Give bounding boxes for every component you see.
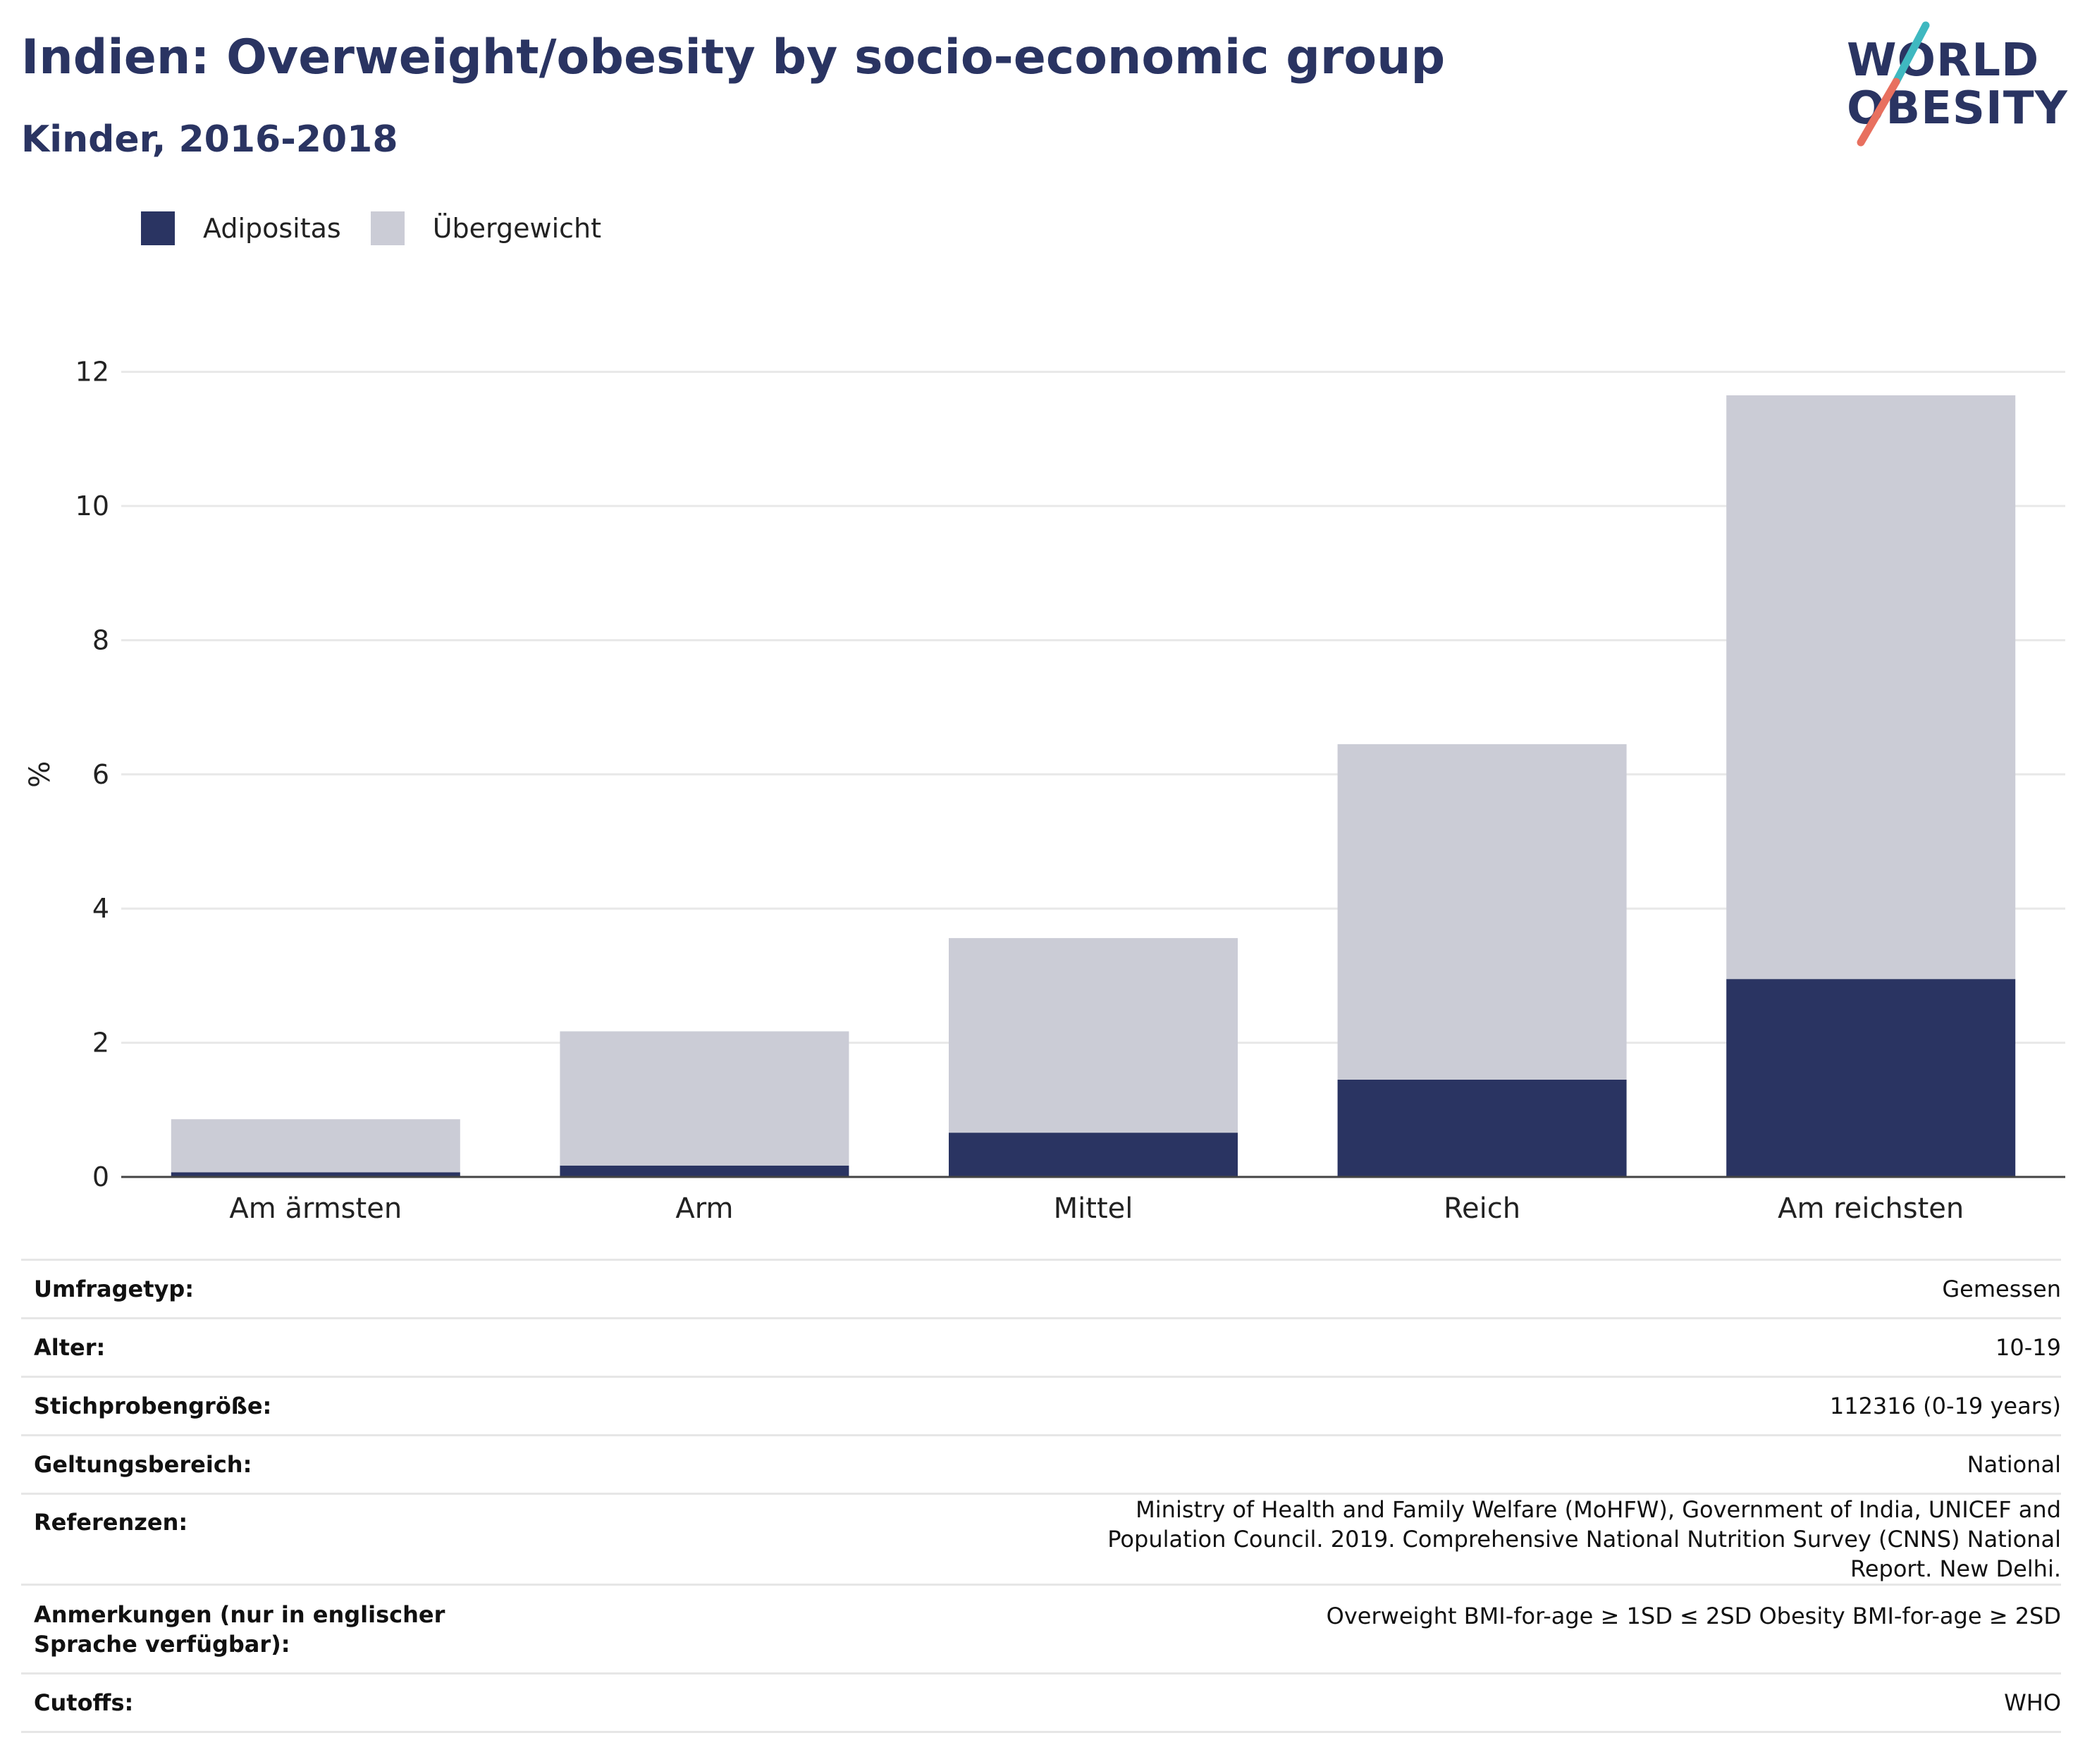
bar-overweight — [171, 1119, 460, 1173]
meta-row: Anmerkungen (nur in englischer Sprache v… — [21, 1584, 2061, 1674]
meta-row: Stichprobengröße: 112316 (0-19 years) — [21, 1376, 2061, 1436]
meta-label: Cutoffs: — [21, 1673, 541, 1733]
legend-swatch-overweight — [370, 211, 405, 245]
bar-overweight — [560, 1031, 849, 1166]
meta-value: Gemessen — [541, 1259, 2061, 1319]
chart-legend: Adipositas Übergewicht — [141, 209, 631, 248]
metadata-table: Umfragetyp: Gemessen Alter: 10-19 Stichp… — [21, 1259, 2061, 1733]
y-tick-label: 0 — [92, 1161, 109, 1192]
x-tick-label: Reich — [1444, 1192, 1520, 1225]
bar-overweight — [949, 938, 1238, 1133]
meta-row: Geltungsbereich: National — [21, 1435, 2061, 1495]
y-tick-label: 10 — [75, 491, 109, 522]
x-tick-label: Arm — [675, 1192, 733, 1225]
y-tick-label: 2 — [92, 1028, 109, 1059]
meta-label: Umfragetyp: — [21, 1259, 541, 1319]
bar-obesity — [1337, 1079, 1627, 1177]
meta-label: Stichprobengröße: — [21, 1376, 541, 1436]
bar-overweight — [1337, 744, 1627, 1080]
meta-value: National — [541, 1435, 2061, 1495]
meta-label: Alter: — [21, 1318, 541, 1378]
meta-label: Geltungsbereich: — [21, 1435, 541, 1495]
x-tick-label: Am ärmsten — [229, 1192, 402, 1225]
meta-value: 112316 (0-19 years) — [541, 1376, 2061, 1436]
x-tick-label: Am reichsten — [1778, 1192, 1964, 1225]
legend-item-overweight[interactable]: Übergewicht — [370, 211, 601, 245]
x-tick-label: Mittel — [1054, 1192, 1133, 1225]
meta-row: Referenzen: Ministry of Health and Famil… — [21, 1493, 2061, 1586]
meta-row: Cutoffs: WHO — [21, 1673, 2061, 1733]
y-tick-label: 8 — [92, 624, 109, 655]
meta-value: Overweight BMI-for-age ≥ 1SD ≤ 2SD Obesi… — [541, 1584, 2061, 1674]
meta-value: Ministry of Health and Family Welfare (M… — [541, 1493, 2061, 1586]
legend-swatch-obesity — [141, 211, 175, 245]
meta-value: 10-19 — [541, 1318, 2061, 1378]
meta-row: Alter: 10-19 — [21, 1318, 2061, 1378]
meta-label: Referenzen: — [21, 1493, 541, 1586]
y-axis-label: % — [24, 761, 56, 788]
meta-row: Umfragetyp: Gemessen — [21, 1259, 2061, 1319]
bar-obesity — [171, 1172, 460, 1177]
y-tick-label: 6 — [92, 759, 109, 790]
meta-label: Anmerkungen (nur in englischer Sprache v… — [21, 1584, 541, 1674]
legend-label-overweight: Übergewicht — [432, 213, 601, 244]
legend-item-obesity[interactable]: Adipositas — [141, 211, 341, 245]
bar-obesity — [560, 1165, 849, 1177]
y-tick-label: 4 — [92, 893, 109, 924]
page-title: Indien: Overweight/obesity by socio-econ… — [21, 30, 1446, 85]
y-tick-label: 12 — [75, 357, 109, 388]
world-obesity-logo[interactable]: WORLD OBESITY — [1840, 21, 2072, 148]
page-subtitle: Kinder, 2016-2018 — [21, 118, 398, 161]
bar-chart: 0 2 4 6 8 10 12% Am ärmsten Arm Mittel Reich Am rei… — [24, 357, 2065, 1225]
legend-label-obesity: Adipositas — [203, 213, 341, 244]
logo-slash-icon — [1857, 21, 1930, 147]
meta-value: WHO — [541, 1673, 2061, 1733]
bar-obesity — [949, 1133, 1238, 1177]
logo-line-1: WORLD — [1847, 35, 2040, 87]
bar-overweight — [1726, 395, 2016, 980]
bar-obesity — [1726, 979, 2016, 1177]
